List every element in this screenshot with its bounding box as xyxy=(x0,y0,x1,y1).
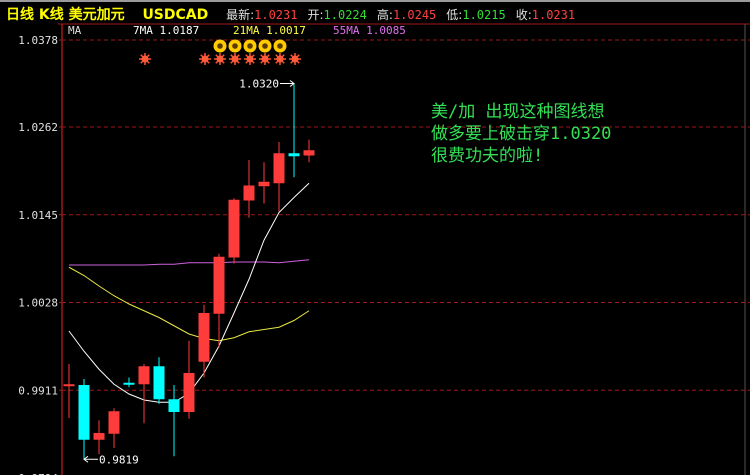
annotation-line: 做多要上破击穿1.0320 xyxy=(431,124,612,144)
candle-body xyxy=(303,150,315,156)
low-arrowhead-icon xyxy=(83,455,89,463)
coin-hole xyxy=(247,43,253,49)
signal-burst-icon xyxy=(199,53,211,65)
signal-burst-icon xyxy=(244,53,256,65)
candle-body xyxy=(243,185,255,201)
symbol-label: USDCAD xyxy=(142,7,209,23)
candle-body xyxy=(123,382,135,385)
signal-burst-icon xyxy=(259,53,271,65)
y-tick-label: 1.0145 xyxy=(18,209,58,222)
candle-body xyxy=(273,153,285,184)
burst-core xyxy=(216,55,224,63)
candle xyxy=(228,198,240,264)
top-border xyxy=(0,0,750,2)
candle-body xyxy=(168,399,180,412)
burst-core xyxy=(261,55,269,63)
coin-hole xyxy=(262,43,268,49)
burst-core xyxy=(141,55,149,63)
annotation-text: 美/加 出现这种图线想 做多要上破击穿1.0320 很费功夫的啦! xyxy=(431,101,611,167)
signal-coin-icon xyxy=(213,39,227,53)
candle xyxy=(198,304,210,378)
chart-header: 日线 K线 美元加元 USDCAD 最新:1.0231 开:1.0224 高:1.0… xyxy=(6,4,585,24)
signal-burst-icon xyxy=(214,53,226,65)
quote-label: 最新: xyxy=(226,8,255,22)
candle xyxy=(63,364,75,418)
quote-value: 1.0224 xyxy=(323,8,367,22)
coin-hole xyxy=(217,43,223,49)
candle xyxy=(78,379,90,460)
coin-hole xyxy=(232,43,238,49)
quote-bar: 最新:1.0231 开:1.0224 高:1.0245 低:1.0215 收:1.023… xyxy=(226,8,585,23)
ma21-line xyxy=(68,266,310,342)
signal-burst-icon xyxy=(229,53,241,65)
candle-body xyxy=(288,153,300,157)
y-tick-label: 0.9911 xyxy=(18,384,58,397)
burst-core xyxy=(291,55,299,63)
high-marker-label: 1.0320 xyxy=(239,78,279,91)
burst-core xyxy=(246,55,254,63)
quote-label: 收: xyxy=(515,8,532,22)
annotation-line: 美/加 出现这种图线想 xyxy=(431,102,605,122)
burst-core xyxy=(231,55,239,63)
quote-label: 高: xyxy=(376,8,393,22)
chart-title: 日线 K线 美元加元 xyxy=(6,7,125,23)
coin-hole xyxy=(277,43,283,49)
candle-body xyxy=(198,313,210,362)
quote-value: 1.0231 xyxy=(254,8,298,22)
candle xyxy=(258,162,270,204)
quote-label: 低: xyxy=(446,8,463,22)
candle xyxy=(273,142,285,212)
signal-coin-icon xyxy=(273,39,287,53)
y-tick-label: 1.0378 xyxy=(18,34,58,47)
signal-coin-icon xyxy=(228,39,242,53)
candle-body xyxy=(108,411,120,434)
signal-burst-icon xyxy=(289,53,301,65)
low-marker-label: 0.9819 xyxy=(99,453,139,466)
candle-body xyxy=(93,433,105,440)
candle xyxy=(168,385,180,457)
candle-body xyxy=(183,373,195,412)
candle xyxy=(93,420,105,454)
high-arrowhead-icon xyxy=(289,80,295,87)
signal-coin-icon xyxy=(243,39,257,53)
candle-body xyxy=(78,385,90,440)
candle xyxy=(243,160,255,218)
y-tick-label: 0.9794 xyxy=(18,472,58,475)
candle xyxy=(108,408,120,448)
ma55-line xyxy=(69,259,310,266)
candle-body xyxy=(153,366,165,400)
candle-body xyxy=(228,199,240,258)
signal-coin-icon xyxy=(258,39,272,53)
annotation-line: 很费功夫的啦! xyxy=(431,146,544,166)
ma-label: MA xyxy=(68,24,82,37)
burst-core xyxy=(276,55,284,63)
ma55-legend: 55MA 1.0085 xyxy=(333,24,406,37)
candle-body xyxy=(63,384,75,387)
candle xyxy=(138,364,150,424)
signal-burst-icon xyxy=(139,53,151,65)
candle-body xyxy=(138,366,150,385)
quote-label: 开: xyxy=(307,8,324,22)
y-tick-label: 1.0028 xyxy=(18,297,58,310)
y-tick-label: 1.0262 xyxy=(18,121,58,134)
burst-core xyxy=(201,55,209,63)
candle-body xyxy=(258,181,270,187)
ma-legend: MA 7MA 1.0187 21MA 1.0017 55MA 1.0085 xyxy=(0,24,750,38)
quote-value: 1.0245 xyxy=(392,8,437,22)
candle-body xyxy=(213,256,225,314)
candle xyxy=(213,253,225,348)
quote-value: 1.0231 xyxy=(531,8,576,22)
candle xyxy=(153,357,165,404)
ma7-legend: 7MA 1.0187 xyxy=(133,24,200,37)
candle xyxy=(183,340,195,419)
signal-burst-icon xyxy=(274,53,286,65)
candle xyxy=(123,377,135,388)
candle xyxy=(288,83,300,178)
ma21-legend: 21MA 1.0017 xyxy=(233,24,306,37)
quote-value: 1.0215 xyxy=(462,8,506,22)
candle xyxy=(303,139,315,163)
